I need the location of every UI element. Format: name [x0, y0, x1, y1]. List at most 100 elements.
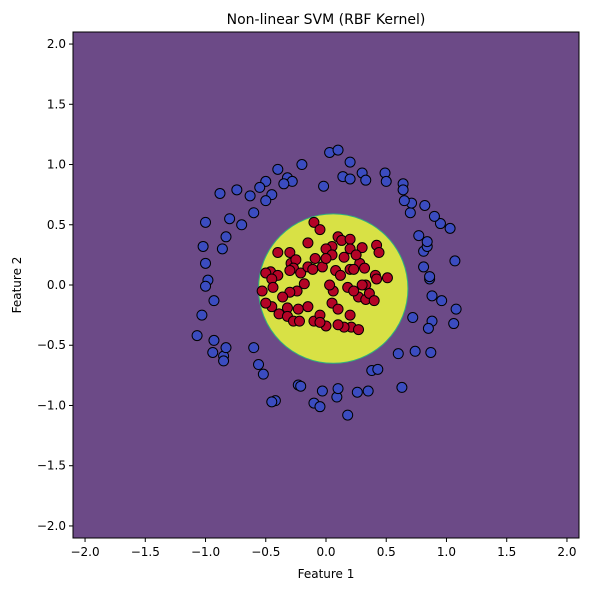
x-tick-label: 0.5 [377, 545, 396, 559]
data-point [344, 156, 356, 168]
data-point [208, 334, 220, 346]
x-tick-label: −1.0 [191, 545, 220, 559]
data-point [314, 401, 326, 413]
data-point [397, 184, 409, 196]
y-axis-label: Feature 2 [10, 257, 24, 314]
data-point [409, 345, 421, 357]
data-point [248, 342, 260, 354]
series-0 [191, 144, 462, 421]
data-point [353, 324, 365, 336]
y-tick-label: −1.5 [37, 459, 66, 473]
data-point [396, 381, 408, 393]
x-tick-label: −2.0 [70, 545, 99, 559]
data-point [254, 181, 266, 193]
data-point [371, 273, 383, 285]
data-point [200, 257, 212, 269]
data-point [314, 224, 326, 236]
data-point [214, 187, 226, 199]
chart-title: Non-linear SVM (RBF Kernel) [227, 12, 426, 28]
data-point [426, 290, 438, 302]
data-point [260, 297, 272, 309]
data-point [278, 178, 290, 190]
data-point [314, 316, 326, 328]
data-point [253, 359, 265, 371]
data-point [332, 303, 344, 315]
data-point [272, 246, 284, 258]
x-tick-label: 1.0 [437, 545, 456, 559]
data-point [380, 175, 392, 187]
data-point [307, 263, 319, 275]
data-point [448, 318, 460, 330]
data-point [398, 195, 410, 207]
data-point [284, 246, 296, 258]
data-point [257, 368, 269, 380]
data-point [284, 265, 296, 277]
y-tick-label: 2.0 [47, 37, 66, 51]
x-tick-label: −0.5 [251, 545, 280, 559]
data-point [348, 285, 360, 297]
data-point [200, 280, 212, 292]
data-point [449, 255, 461, 267]
data-point [392, 348, 404, 360]
data-point [295, 267, 307, 279]
data-point [436, 295, 448, 307]
data-point [266, 396, 278, 408]
data-point [207, 346, 219, 358]
data-point [316, 385, 328, 397]
data-point [404, 207, 416, 219]
data-point [296, 159, 308, 171]
data-point [191, 330, 203, 342]
y-tick-label: 0.0 [47, 278, 66, 292]
data-point [293, 315, 305, 327]
data-point [348, 263, 360, 275]
y-tick-label: 1.5 [47, 97, 66, 111]
data-point [196, 309, 208, 321]
data-point [372, 363, 384, 375]
data-point [421, 236, 433, 248]
data-point [260, 195, 272, 207]
y-tick-label: −2.0 [37, 519, 66, 533]
data-point [450, 303, 462, 315]
y-axis: −2.0 −1.5 −1.0 −0.5 0.0 0.5 1.0 1.5 2.0 [37, 37, 73, 533]
data-point [302, 301, 314, 313]
data-point [295, 380, 307, 392]
data-point [302, 237, 314, 249]
data-point [381, 272, 393, 284]
x-axis: −2.0 −1.5 −1.0 −0.5 0.0 0.5 1.0 1.5 2.0 [70, 538, 576, 559]
data-point [338, 251, 350, 263]
data-point [350, 249, 362, 261]
scatter-points [191, 144, 462, 421]
data-point [308, 216, 320, 228]
y-tick-label: 1.0 [47, 158, 66, 172]
data-point [407, 312, 419, 324]
x-axis-label: Feature 1 [298, 567, 355, 581]
data-point [220, 231, 232, 243]
data-point [368, 295, 380, 307]
y-tick-label: −1.0 [37, 398, 66, 412]
data-point [309, 252, 321, 264]
data-point [362, 385, 374, 397]
data-point [359, 262, 371, 274]
y-tick-label: 0.5 [47, 218, 66, 232]
data-point [200, 216, 212, 228]
data-point [419, 199, 431, 211]
x-tick-label: 0.0 [316, 545, 335, 559]
plot-area [72, 31, 580, 539]
data-point [231, 184, 243, 196]
data-point [277, 291, 289, 303]
y-tick-label: −0.5 [37, 338, 66, 352]
data-point [272, 163, 284, 175]
data-point [244, 190, 256, 202]
data-point [373, 246, 385, 258]
data-point [332, 144, 344, 156]
data-point [360, 174, 372, 186]
data-point [208, 295, 220, 307]
data-point [298, 278, 310, 290]
data-point [320, 252, 332, 264]
data-point [342, 409, 354, 421]
data-point [324, 279, 336, 291]
data-point [424, 271, 436, 283]
data-point [434, 218, 446, 230]
x-tick-label: 1.5 [497, 545, 516, 559]
